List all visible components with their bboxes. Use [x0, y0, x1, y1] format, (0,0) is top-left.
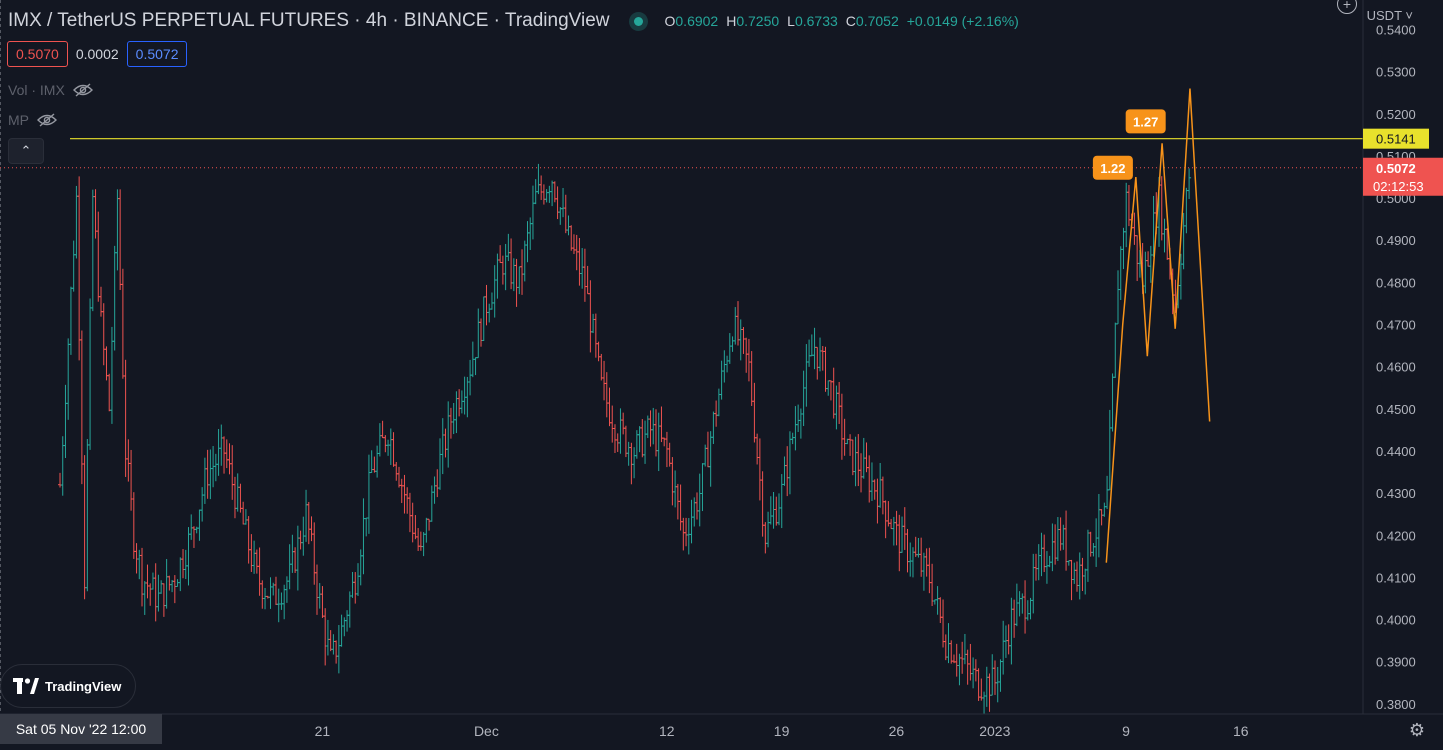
indicator-volume-label: Vol · IMX	[8, 82, 65, 98]
chevron-up-icon: ⌃	[20, 143, 32, 158]
bar-countdown-label: 02:12:53	[1373, 179, 1424, 194]
eye-off-icon[interactable]	[37, 113, 57, 127]
close-label: C	[845, 13, 856, 29]
change-value: +0.0149 (+2.16%)	[906, 13, 1019, 29]
eye-off-icon[interactable]	[72, 83, 93, 97]
x-tick-label: 12	[659, 723, 675, 739]
level-price-badge	[1363, 128, 1429, 149]
y-tick-label: 0.5200	[1376, 107, 1416, 122]
y-tick-label: 0.4900	[1376, 233, 1416, 248]
y-tick-label: 0.4800	[1376, 275, 1416, 290]
market-open-dot-icon	[633, 16, 643, 26]
indicator-mp[interactable]: MP	[8, 112, 57, 128]
level-price-label: 0.5141	[1376, 132, 1416, 147]
chevron-down-icon: ˅	[1405, 8, 1413, 23]
ohlc-legend: O0.6902 H0.7250 L0.6733 C0.7052 +0.0149 …	[665, 13, 1019, 29]
low-label: L	[787, 13, 795, 29]
currency-label: USDT	[1366, 8, 1402, 23]
y-tick-label: 0.5300	[1376, 65, 1416, 80]
pattern-ratio-label: 1.22	[1100, 161, 1125, 176]
y-tick-label: 0.3800	[1376, 697, 1416, 712]
open-label: O	[664, 13, 676, 29]
tradingview-logo-text: TradingView	[45, 678, 122, 694]
y-tick-label: 0.4000	[1376, 613, 1416, 628]
symbol-title[interactable]: IMX / TetherUS PERPETUAL FUTURES · 4h · …	[8, 10, 610, 31]
crosshair-time-label: Sat 05 Nov '22 12:00	[0, 714, 162, 744]
gear-icon[interactable]: ⚙	[1408, 720, 1425, 740]
collapse-legend-button[interactable]: ⌃	[8, 138, 44, 164]
time-axis[interactable]	[0, 714, 1443, 750]
pattern-ratio-badge[interactable]	[1125, 109, 1166, 134]
y-tick-label: 0.4600	[1376, 360, 1416, 375]
buy-button[interactable]: 0.5072	[126, 41, 188, 67]
pattern-ratio-badge[interactable]	[1092, 155, 1133, 180]
y-tick-label: 0.4200	[1376, 528, 1416, 543]
pattern-ratio-label: 1.27	[1133, 114, 1158, 129]
spread-value: 0.0002	[75, 46, 119, 62]
price-axis[interactable]	[1363, 0, 1443, 750]
open-value: 0.6902	[675, 13, 719, 29]
y-tick-label: 0.4700	[1376, 318, 1416, 333]
high-label: H	[726, 13, 737, 29]
y-tick-label: 0.4400	[1376, 444, 1416, 459]
y-tick-label: 0.4300	[1376, 486, 1416, 501]
low-value: 0.6733	[794, 13, 838, 29]
pattern-drawing[interactable]	[1105, 88, 1211, 563]
current-price-label: 0.5072	[1376, 161, 1416, 176]
indicator-mp-label: MP	[8, 112, 29, 128]
x-tick-label: 16	[1233, 723, 1249, 739]
y-tick-label: 0.3900	[1376, 655, 1416, 670]
x-tick-label: 21	[315, 723, 331, 739]
y-tick-label: 0.5400	[1376, 23, 1416, 38]
quick-trade: 0.5070 0.0002 0.5072	[7, 41, 188, 67]
x-tick-label: 26	[889, 723, 905, 739]
tradingview-logo[interactable]: TradingView	[0, 664, 136, 708]
currency-selector[interactable]: USDT ˅	[1367, 8, 1413, 23]
current-price-badge	[1363, 157, 1443, 196]
y-tick-label: 0.4500	[1376, 402, 1416, 417]
sell-button[interactable]: 0.5070	[7, 41, 68, 67]
add-pane-plus-icon[interactable]: +	[1337, 0, 1357, 14]
x-tick-label: 2023	[979, 723, 1010, 739]
y-tick-label: 0.4100	[1376, 570, 1416, 585]
x-tick-label: 9	[1122, 723, 1130, 739]
x-tick-label: 19	[774, 723, 790, 739]
tradingview-logo-icon	[13, 678, 39, 694]
chart-header: IMX / TetherUS PERPETUAL FUTURES · 4h · …	[8, 8, 1019, 34]
indicator-volume[interactable]: Vol · IMX	[8, 82, 93, 98]
close-value: 0.7052	[855, 13, 899, 29]
x-tick-label: Dec	[474, 723, 499, 739]
high-value: 0.7250	[736, 13, 780, 29]
